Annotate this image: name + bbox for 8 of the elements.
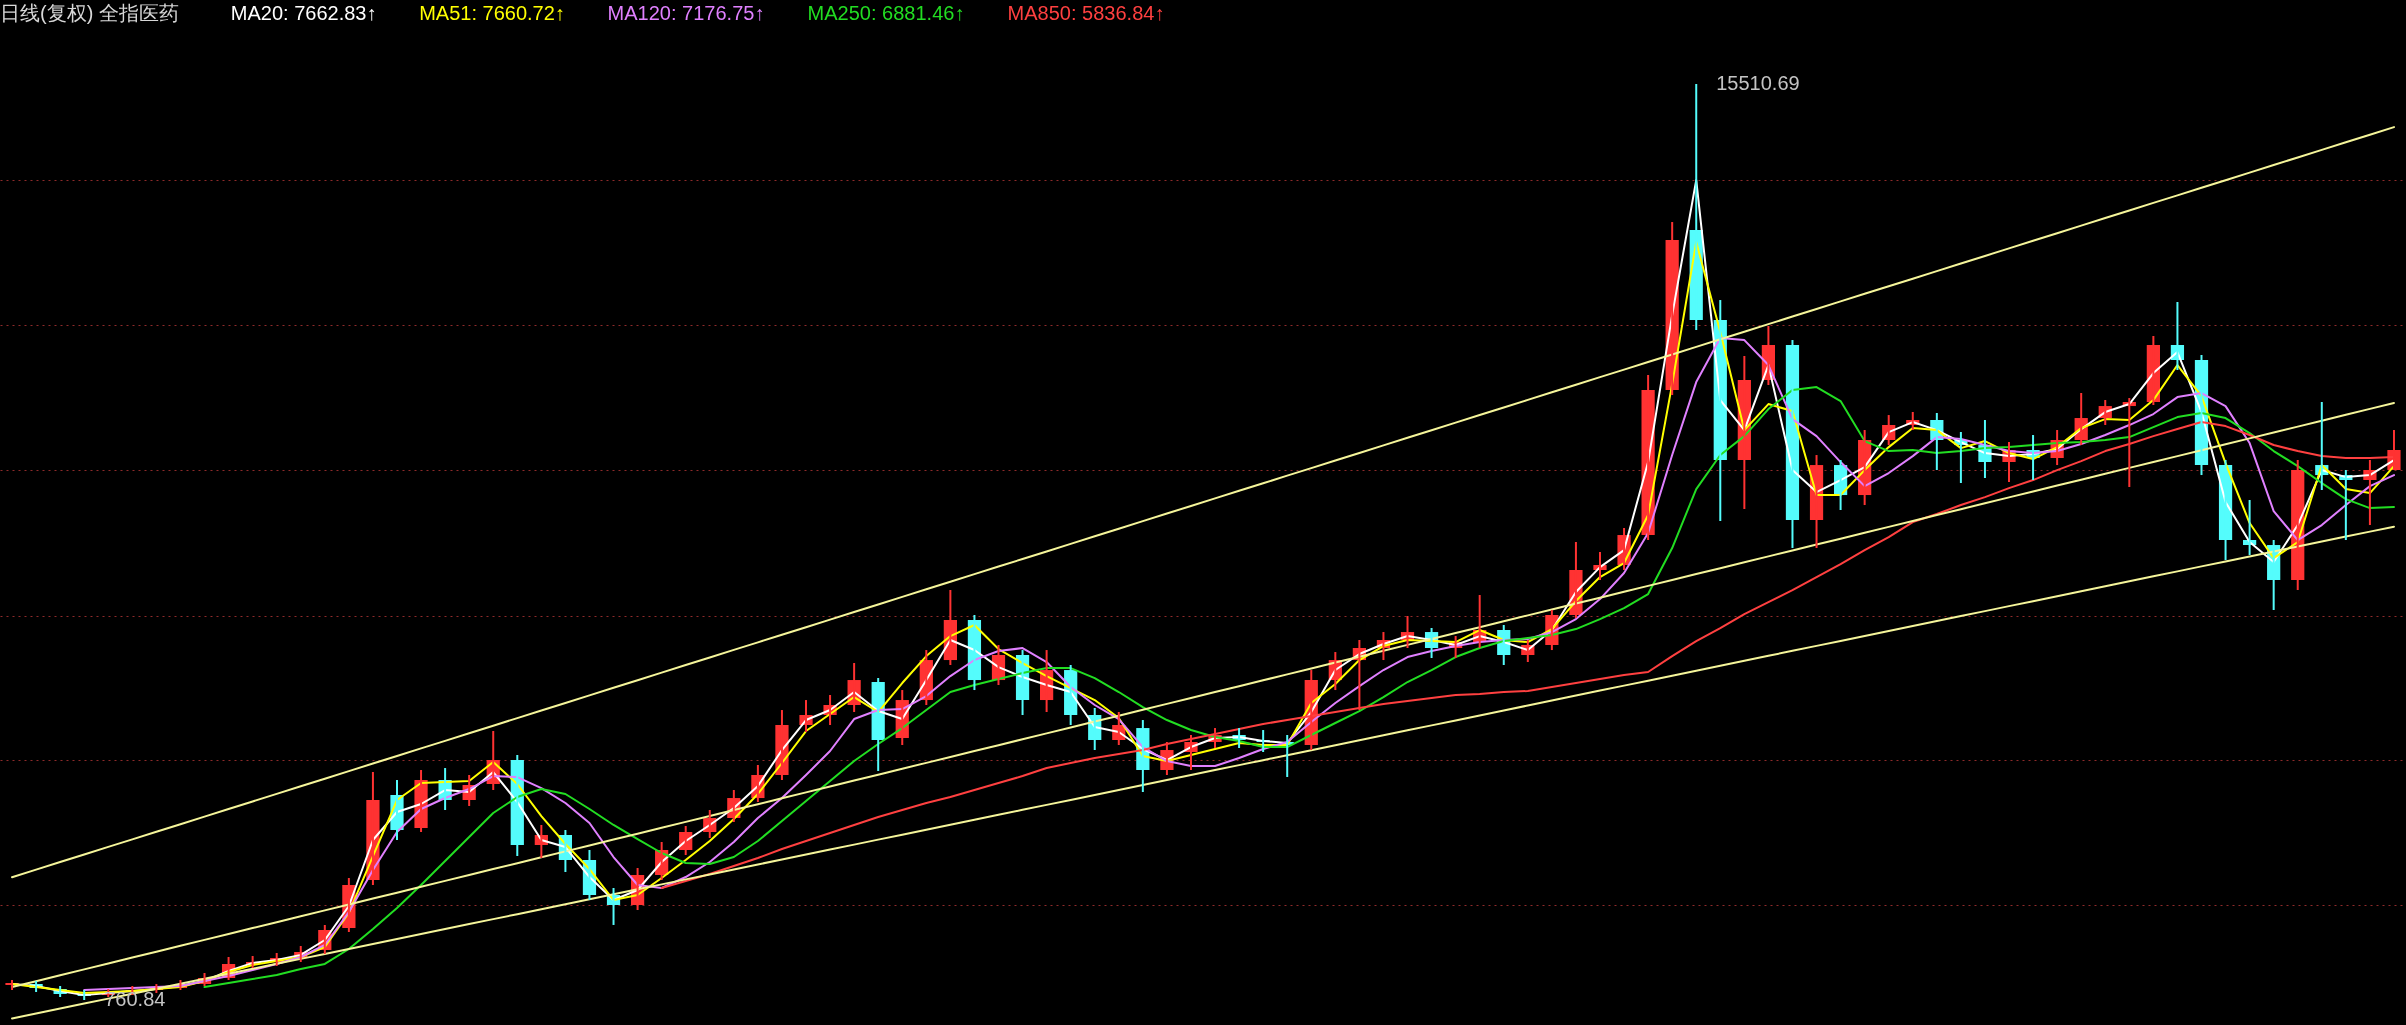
text: MA850: 5836.84↑: [1007, 2, 1165, 24]
text: MA120: 7176.75↑: [607, 2, 765, 24]
text: MA51: 7660.72↑: [419, 2, 565, 24]
annotation: 760.84: [104, 988, 166, 1010]
chart-title: 日线(复权) 全指医药: [0, 2, 179, 24]
annotation: 15510.69: [1716, 72, 1800, 94]
text: MA20: 7662.83↑: [230, 2, 377, 24]
text: MA250: 6881.46↑: [807, 2, 965, 24]
